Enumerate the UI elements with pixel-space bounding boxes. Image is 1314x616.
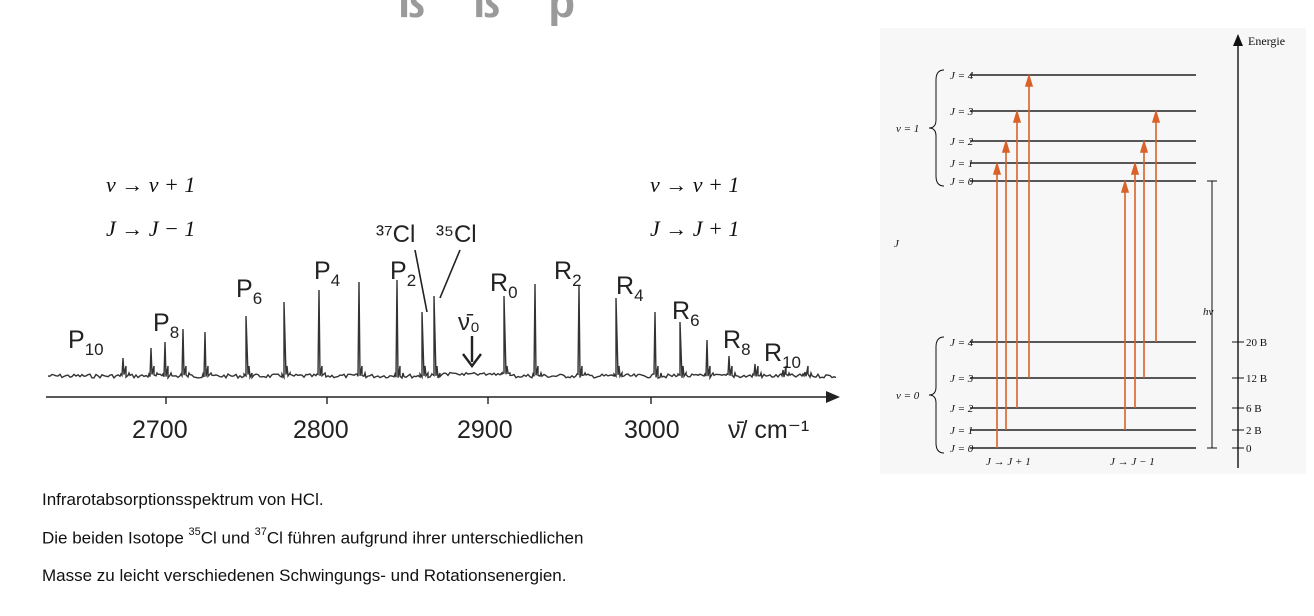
cl37-pointer: [414, 249, 428, 313]
lower-level-label-j2: J = 2: [950, 403, 974, 415]
isotope-35-symbol: Cl und: [200, 528, 255, 548]
upper-levels: [970, 74, 1196, 182]
isotope-35-mass: 35: [188, 526, 201, 538]
caption-line-1: Infrarotabsorptionsspektrum von HCl.: [42, 490, 324, 509]
caption-line-2-end: Cl führen aufgrund ihrer unterschiedlich…: [266, 528, 584, 548]
nu0-label: ν̄₀: [458, 309, 480, 336]
lower-levels: [970, 341, 1196, 449]
tick-label-2700: 2700: [132, 416, 188, 444]
lower-level-label-j4: J = 4: [950, 337, 974, 349]
upper-level-label-j3: J = 3: [950, 106, 974, 118]
lower-level-label-j1: J = 1: [950, 425, 973, 437]
energy-level-diagram: Energie J J = 4 J = 3 J = 2 J = 1 J = 0 …: [880, 28, 1306, 474]
bottom-label-p-branch: J → J − 1: [1110, 456, 1155, 468]
lower-level-label-j3: J = 3: [950, 373, 974, 385]
cl37-label: ³⁷Cl: [376, 221, 415, 248]
upper-level-label-j1: J = 1: [950, 158, 973, 170]
upper-level-label-j4: J = 4: [950, 70, 974, 82]
isotope-37-mass: 37: [254, 526, 267, 538]
energy-axis-label: Energie: [1248, 34, 1285, 48]
caption-line-3: Masse zu leicht verschiedenen Schwingung…: [42, 566, 567, 585]
energy-level-svg: Energie J J = 4 J = 3 J = 2 J = 1 J = 0 …: [894, 34, 1285, 468]
energy-tick-12b: 12 B: [1246, 373, 1267, 385]
branch-label-p2: P2: [390, 257, 416, 290]
tick-label-3000: 3000: [624, 416, 680, 444]
branch-label-p10: P10: [68, 326, 104, 359]
right-rule-line2: J → J + 1: [650, 216, 740, 241]
r-branch-arrows: [992, 73, 1034, 448]
lower-group-brace: [928, 336, 945, 454]
branch-label-p4: P4: [314, 257, 340, 290]
bottom-label-r-branch: J → J + 1: [986, 456, 1031, 468]
caption-line-2: Die beiden Isotope 35Cl und 37Cl führen …: [42, 526, 584, 549]
ir-spectrum: 2700 2800 2900 3000 ν̄/ cm⁻¹ ³⁷Cl ³⁵Cl ν…: [46, 221, 840, 444]
cl35-pointer: [439, 249, 461, 299]
tick-label-2900: 2900: [457, 416, 513, 444]
axis-unit-label: ν̄/ cm⁻¹: [728, 416, 809, 444]
branch-label-r8: R8: [723, 326, 751, 359]
lower-group-label: v = 0: [896, 390, 920, 402]
branch-label-r6: R6: [672, 297, 700, 330]
upper-group-brace: [928, 69, 945, 187]
energy-tick-6b: 6 B: [1246, 403, 1262, 415]
hv-label: hv: [1203, 306, 1214, 318]
lower-level-label-j0: J = 0: [950, 443, 974, 455]
branch-label-r2: R2: [554, 257, 582, 290]
left-rule-line1: ν → ν + 1: [106, 172, 196, 197]
energy-tick-20b: 20 B: [1246, 337, 1267, 349]
cl35-label: ³⁵Cl: [436, 221, 477, 248]
axis-arrowhead: [826, 391, 840, 403]
energy-tick-2b: 2 B: [1246, 425, 1262, 437]
nu0-arrow-head: [462, 353, 482, 368]
energy-tick-0: 0: [1246, 443, 1252, 455]
upper-level-label-j2: J = 2: [950, 136, 974, 148]
j-axis-label: J: [894, 238, 900, 250]
p-branch-arrows: [1120, 109, 1161, 430]
right-rule-line1: ν → ν + 1: [650, 172, 740, 197]
header-title-fragment: ß ß p: [398, 0, 594, 27]
energy-axis-arrowhead: [1233, 34, 1243, 46]
caption-line-2-start: Die beiden Isotope: [42, 528, 189, 548]
tick-label-2800: 2800: [293, 416, 349, 444]
upper-level-label-j0: J = 0: [950, 176, 974, 188]
upper-group-label: v = 1: [896, 123, 919, 135]
axis-ticks: [165, 397, 652, 404]
branch-label-r0: R0: [490, 269, 518, 302]
left-rule-line2: J → J − 1: [106, 216, 196, 241]
branch-label-r4: R4: [616, 272, 644, 305]
branch-label-p6: P6: [236, 275, 262, 308]
branch-label-p8: P8: [153, 309, 179, 342]
branch-label-r10: R10: [764, 339, 801, 372]
spectrum-trace: [47, 279, 837, 381]
